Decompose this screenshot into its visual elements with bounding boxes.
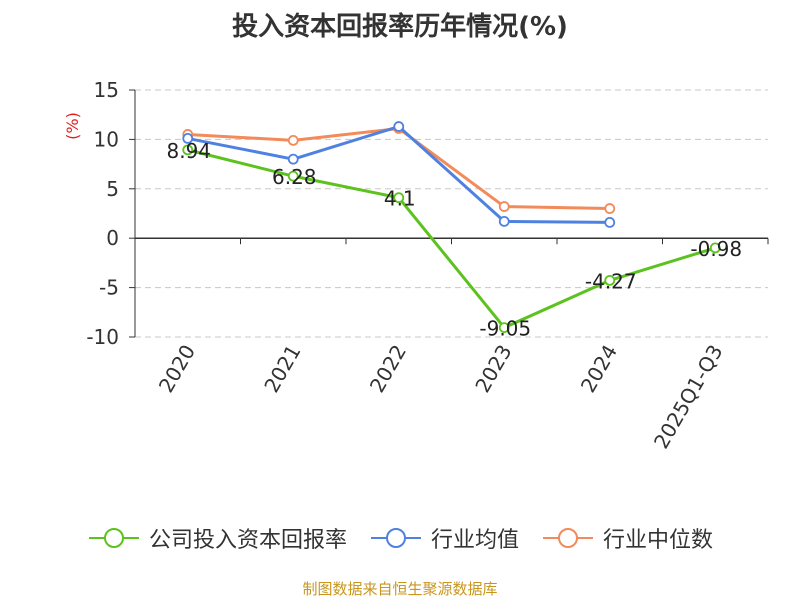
data-point: [287, 153, 299, 165]
legend-label: 公司投入资本回报率: [148, 528, 347, 553]
legend-label: 行业中位数: [603, 528, 714, 553]
x-tick-label: 2022: [365, 341, 411, 397]
legend: 公司投入资本回报率 行业均值 行业中位数: [0, 518, 800, 558]
data-labels: 8.94 6.28 4.1 -9.05 -4.27 -0.98: [166, 139, 742, 341]
data-point: [182, 133, 194, 144]
data-label: -9.05: [479, 317, 531, 341]
data-point: [287, 170, 299, 182]
legend-item[interactable]: 行业均值: [369, 522, 519, 554]
legend-swatch-icon: [88, 528, 139, 548]
legend-swatch-marker: [385, 528, 406, 548]
source-note: 制图数据来自恒生聚源数据库: [302, 580, 498, 598]
legend-label: 行业均值: [430, 528, 519, 553]
data-point: [498, 216, 510, 227]
x-tick-label: 2020: [154, 341, 200, 397]
legend-swatch-icon: [543, 528, 593, 548]
data-label: 6.28: [272, 165, 317, 189]
x-tick-label: 2023: [470, 341, 516, 397]
data-point: [604, 216, 616, 228]
data-point: [287, 134, 299, 146]
chart-title: 投入资本回报率历年情况(%): [232, 12, 568, 42]
y-tick-label: -5: [99, 276, 119, 300]
data-point: [498, 322, 510, 334]
grid-lines: [135, 89, 768, 338]
data-label: -0.98: [690, 237, 742, 261]
data-point: [393, 192, 405, 204]
data-point: [393, 121, 405, 132]
data-label: 8.94: [166, 139, 211, 163]
legend-swatch-marker: [558, 528, 578, 548]
data-point: [604, 203, 616, 214]
data-point: [709, 242, 721, 254]
data-label: -4.27: [585, 269, 637, 293]
y-tick-label: 0: [106, 226, 119, 250]
legend-swatch-icon: [370, 528, 421, 548]
data-point: [498, 201, 510, 212]
y-axis-unit-label: (%): [63, 112, 82, 140]
data-point: [182, 144, 194, 156]
y-tick-label: 10: [94, 127, 119, 151]
series-lines: [182, 121, 721, 334]
x-tick-label: 2025Q1-Q3: [649, 341, 728, 453]
y-tick-label: 15: [94, 78, 119, 102]
data-point: [604, 274, 616, 286]
x-tick-label: 2024: [576, 341, 622, 397]
series-line: [187, 148, 716, 330]
x-tick-label: 2021: [259, 341, 305, 397]
legend-item[interactable]: 行业中位数: [541, 522, 713, 554]
legend-swatch-marker: [103, 528, 124, 548]
y-tick-label: -10: [86, 325, 119, 349]
legend-item[interactable]: 公司投入资本回报率: [87, 522, 347, 554]
y-tick-label: 5: [106, 177, 119, 201]
data-label: 4.1: [384, 187, 416, 211]
